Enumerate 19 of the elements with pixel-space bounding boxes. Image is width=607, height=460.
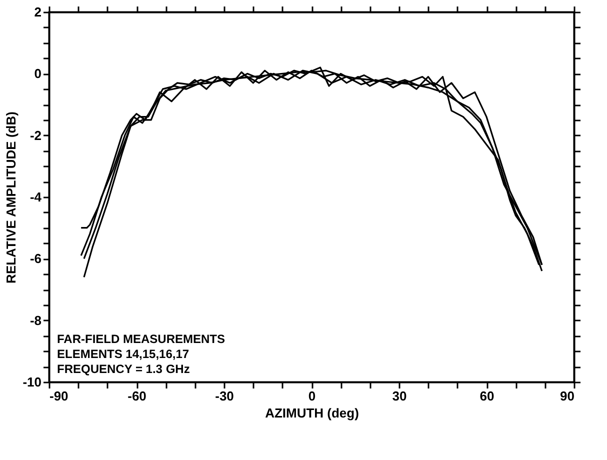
annotation: FAR-FIELD MEASUREMENTS xyxy=(57,332,225,346)
annotation: ELEMENTS 14,15,16,17 xyxy=(57,347,190,361)
x-tick-label: -60 xyxy=(128,388,146,404)
x-tick-label: -30 xyxy=(215,388,234,404)
y-tick-label: 0 xyxy=(34,66,42,82)
y-tick-label: -2 xyxy=(30,128,42,143)
x-tick-label: 60 xyxy=(480,388,494,404)
y-tick-label: -8 xyxy=(30,312,42,328)
x-axis-title: AZIMUTH (deg) xyxy=(265,406,359,420)
y-axis-title: RELATIVE AMPLITUDE (dB) xyxy=(4,112,19,284)
x-tick-label: 90 xyxy=(560,388,574,404)
y-tick-label: -6 xyxy=(30,251,42,266)
y-tick-label: 2 xyxy=(34,4,42,20)
y-tick-label: -10 xyxy=(22,374,42,390)
x-tick-label: -90 xyxy=(50,388,68,404)
x-tick-label: 0 xyxy=(308,388,316,404)
annotation: FREQUENCY = 1.3 GHz xyxy=(57,362,190,376)
y-tick-label: -4 xyxy=(30,190,42,204)
x-tick-label: 30 xyxy=(392,388,407,404)
